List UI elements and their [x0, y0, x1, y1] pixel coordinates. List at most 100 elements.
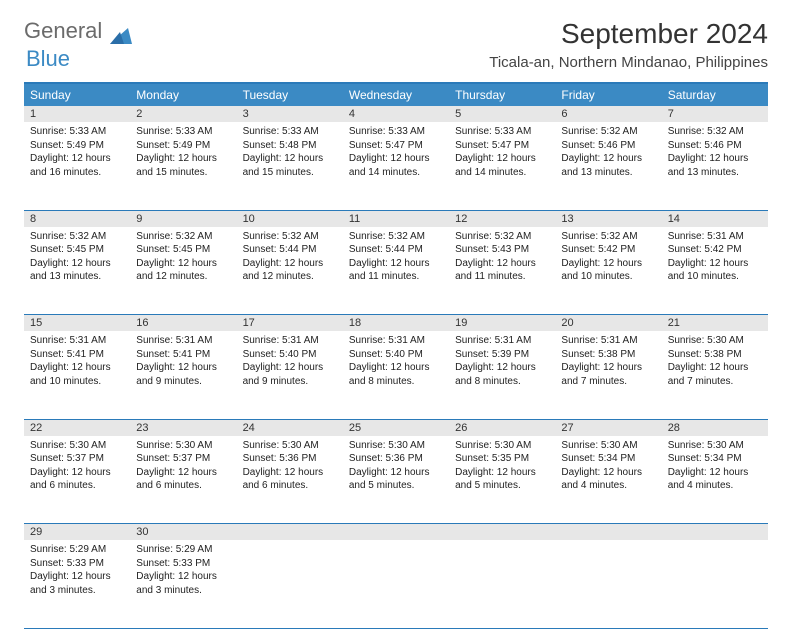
day-number: 26 — [449, 419, 555, 436]
sunset-text: Sunset: 5:48 PM — [243, 139, 337, 153]
day-cell: Sunrise: 5:31 AMSunset: 5:41 PMDaylight:… — [24, 331, 130, 419]
sunset-text: Sunset: 5:49 PM — [136, 139, 230, 153]
sunrise-text: Sunrise: 5:30 AM — [30, 439, 124, 453]
day-cell: Sunrise: 5:30 AMSunset: 5:36 PMDaylight:… — [343, 436, 449, 524]
day-cell: Sunrise: 5:29 AMSunset: 5:33 PMDaylight:… — [130, 540, 236, 628]
header: General Blue September 2024 Ticala-an, N… — [24, 18, 768, 72]
daylight-text: Daylight: 12 hours and 9 minutes. — [136, 361, 230, 388]
day-number: 4 — [343, 106, 449, 122]
daylight-text: Daylight: 12 hours and 9 minutes. — [243, 361, 337, 388]
day-number — [449, 524, 555, 541]
daylight-text: Daylight: 12 hours and 3 minutes. — [136, 570, 230, 597]
location-text: Ticala-an, Northern Mindanao, Philippine… — [489, 54, 768, 71]
day-number: 15 — [24, 315, 130, 332]
sunset-text: Sunset: 5:36 PM — [349, 452, 443, 466]
day-cell: Sunrise: 5:30 AMSunset: 5:36 PMDaylight:… — [237, 436, 343, 524]
day-number — [343, 524, 449, 541]
day-number: 24 — [237, 419, 343, 436]
day-number: 27 — [555, 419, 661, 436]
day-number-row: 2930 — [24, 524, 768, 541]
day-number: 8 — [24, 210, 130, 227]
sunset-text: Sunset: 5:45 PM — [30, 243, 124, 257]
sunrise-text: Sunrise: 5:33 AM — [243, 125, 337, 139]
daylight-text: Daylight: 12 hours and 5 minutes. — [455, 466, 549, 493]
day-cell: Sunrise: 5:31 AMSunset: 5:40 PMDaylight:… — [237, 331, 343, 419]
sunset-text: Sunset: 5:46 PM — [561, 139, 655, 153]
day-cell: Sunrise: 5:31 AMSunset: 5:42 PMDaylight:… — [662, 227, 768, 315]
daylight-text: Daylight: 12 hours and 10 minutes. — [668, 257, 762, 284]
day-cell: Sunrise: 5:30 AMSunset: 5:35 PMDaylight:… — [449, 436, 555, 524]
day-cell: Sunrise: 5:32 AMSunset: 5:46 PMDaylight:… — [555, 122, 661, 210]
sunrise-text: Sunrise: 5:31 AM — [136, 334, 230, 348]
day-number: 22 — [24, 419, 130, 436]
daylight-text: Daylight: 12 hours and 13 minutes. — [561, 152, 655, 179]
sunrise-text: Sunrise: 5:31 AM — [30, 334, 124, 348]
daylight-text: Daylight: 12 hours and 5 minutes. — [349, 466, 443, 493]
day-cell — [449, 540, 555, 628]
sunset-text: Sunset: 5:38 PM — [561, 348, 655, 362]
day-number — [237, 524, 343, 541]
daylight-text: Daylight: 12 hours and 12 minutes. — [136, 257, 230, 284]
sunset-text: Sunset: 5:44 PM — [349, 243, 443, 257]
day-header-row: Sunday Monday Tuesday Wednesday Thursday… — [24, 83, 768, 106]
day-header: Saturday — [662, 83, 768, 106]
sunset-text: Sunset: 5:45 PM — [136, 243, 230, 257]
day-cell: Sunrise: 5:30 AMSunset: 5:38 PMDaylight:… — [662, 331, 768, 419]
sunrise-text: Sunrise: 5:30 AM — [455, 439, 549, 453]
sunrise-text: Sunrise: 5:30 AM — [561, 439, 655, 453]
daylight-text: Daylight: 12 hours and 10 minutes. — [30, 361, 124, 388]
day-number: 9 — [130, 210, 236, 227]
day-number: 6 — [555, 106, 661, 122]
daylight-text: Daylight: 12 hours and 11 minutes. — [455, 257, 549, 284]
sunrise-text: Sunrise: 5:32 AM — [349, 230, 443, 244]
sunset-text: Sunset: 5:41 PM — [136, 348, 230, 362]
day-cell: Sunrise: 5:29 AMSunset: 5:33 PMDaylight:… — [24, 540, 130, 628]
sunset-text: Sunset: 5:37 PM — [30, 452, 124, 466]
day-header: Thursday — [449, 83, 555, 106]
daylight-text: Daylight: 12 hours and 10 minutes. — [561, 257, 655, 284]
daylight-text: Daylight: 12 hours and 8 minutes. — [455, 361, 549, 388]
day-header: Tuesday — [237, 83, 343, 106]
day-content-row: Sunrise: 5:31 AMSunset: 5:41 PMDaylight:… — [24, 331, 768, 419]
sunset-text: Sunset: 5:47 PM — [349, 139, 443, 153]
daylight-text: Daylight: 12 hours and 13 minutes. — [668, 152, 762, 179]
day-number: 3 — [237, 106, 343, 122]
daylight-text: Daylight: 12 hours and 14 minutes. — [455, 152, 549, 179]
day-cell: Sunrise: 5:30 AMSunset: 5:34 PMDaylight:… — [662, 436, 768, 524]
day-number: 10 — [237, 210, 343, 227]
day-cell: Sunrise: 5:32 AMSunset: 5:42 PMDaylight:… — [555, 227, 661, 315]
sunrise-text: Sunrise: 5:30 AM — [349, 439, 443, 453]
day-cell: Sunrise: 5:31 AMSunset: 5:40 PMDaylight:… — [343, 331, 449, 419]
sunrise-text: Sunrise: 5:32 AM — [243, 230, 337, 244]
daylight-text: Daylight: 12 hours and 3 minutes. — [30, 570, 124, 597]
day-cell: Sunrise: 5:31 AMSunset: 5:39 PMDaylight:… — [449, 331, 555, 419]
day-number: 20 — [555, 315, 661, 332]
daylight-text: Daylight: 12 hours and 8 minutes. — [349, 361, 443, 388]
day-number: 28 — [662, 419, 768, 436]
sunrise-text: Sunrise: 5:33 AM — [349, 125, 443, 139]
day-number: 12 — [449, 210, 555, 227]
sunset-text: Sunset: 5:40 PM — [243, 348, 337, 362]
daylight-text: Daylight: 12 hours and 13 minutes. — [30, 257, 124, 284]
day-number: 2 — [130, 106, 236, 122]
month-title: September 2024 — [489, 18, 768, 50]
daylight-text: Daylight: 12 hours and 15 minutes. — [243, 152, 337, 179]
sunrise-text: Sunrise: 5:31 AM — [455, 334, 549, 348]
sunset-text: Sunset: 5:35 PM — [455, 452, 549, 466]
day-cell: Sunrise: 5:32 AMSunset: 5:45 PMDaylight:… — [130, 227, 236, 315]
day-cell: Sunrise: 5:31 AMSunset: 5:38 PMDaylight:… — [555, 331, 661, 419]
sunrise-text: Sunrise: 5:32 AM — [455, 230, 549, 244]
sunset-text: Sunset: 5:33 PM — [136, 557, 230, 571]
day-number: 14 — [662, 210, 768, 227]
sunrise-text: Sunrise: 5:31 AM — [243, 334, 337, 348]
day-cell: Sunrise: 5:33 AMSunset: 5:48 PMDaylight:… — [237, 122, 343, 210]
day-content-row: Sunrise: 5:29 AMSunset: 5:33 PMDaylight:… — [24, 540, 768, 628]
day-cell: Sunrise: 5:33 AMSunset: 5:47 PMDaylight:… — [449, 122, 555, 210]
day-cell: Sunrise: 5:33 AMSunset: 5:47 PMDaylight:… — [343, 122, 449, 210]
sunset-text: Sunset: 5:49 PM — [30, 139, 124, 153]
day-number-row: 22232425262728 — [24, 419, 768, 436]
sunrise-text: Sunrise: 5:33 AM — [455, 125, 549, 139]
sunrise-text: Sunrise: 5:31 AM — [561, 334, 655, 348]
sunrise-text: Sunrise: 5:32 AM — [561, 230, 655, 244]
sunset-text: Sunset: 5:33 PM — [30, 557, 124, 571]
